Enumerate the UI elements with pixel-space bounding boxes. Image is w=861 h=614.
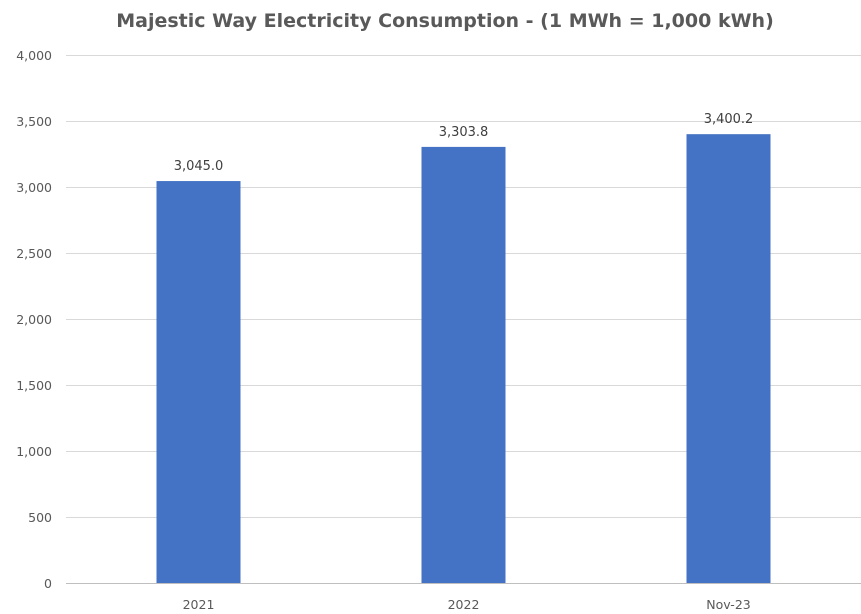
y-axis-tick-labels: 0 500 1,000 1,500 2,000 2,500 3,000 3,500 4,000 — [16, 48, 52, 591]
bars — [156, 134, 771, 584]
y-tick-label: 4,000 — [16, 48, 52, 63]
x-tick-label: 2022 — [448, 597, 480, 612]
data-label: 3,045.0 — [174, 159, 224, 174]
data-label: 3,400.2 — [704, 112, 754, 127]
y-tick-label: 3,000 — [16, 180, 52, 195]
bar — [686, 134, 771, 584]
y-tick-label: 2,500 — [16, 246, 52, 261]
x-axis-tick-labels: 2021 2022 Nov-23 — [183, 597, 751, 612]
bar — [421, 146, 506, 583]
bar — [156, 181, 241, 583]
chart-title: Majestic Way Electricity Consumption - (… — [116, 10, 774, 32]
y-tick-label: 0 — [44, 576, 52, 591]
data-labels: 3,045.0 3,303.8 3,400.2 — [174, 112, 754, 174]
x-tick-label: Nov-23 — [706, 597, 750, 612]
y-tick-label: 1,500 — [16, 378, 52, 393]
y-tick-label: 1,000 — [16, 444, 52, 459]
y-tick-label: 3,500 — [16, 114, 52, 129]
x-tick-label: 2021 — [183, 597, 215, 612]
data-label: 3,303.8 — [439, 125, 489, 140]
y-tick-label: 2,000 — [16, 312, 52, 327]
y-tick-label: 500 — [28, 510, 52, 525]
